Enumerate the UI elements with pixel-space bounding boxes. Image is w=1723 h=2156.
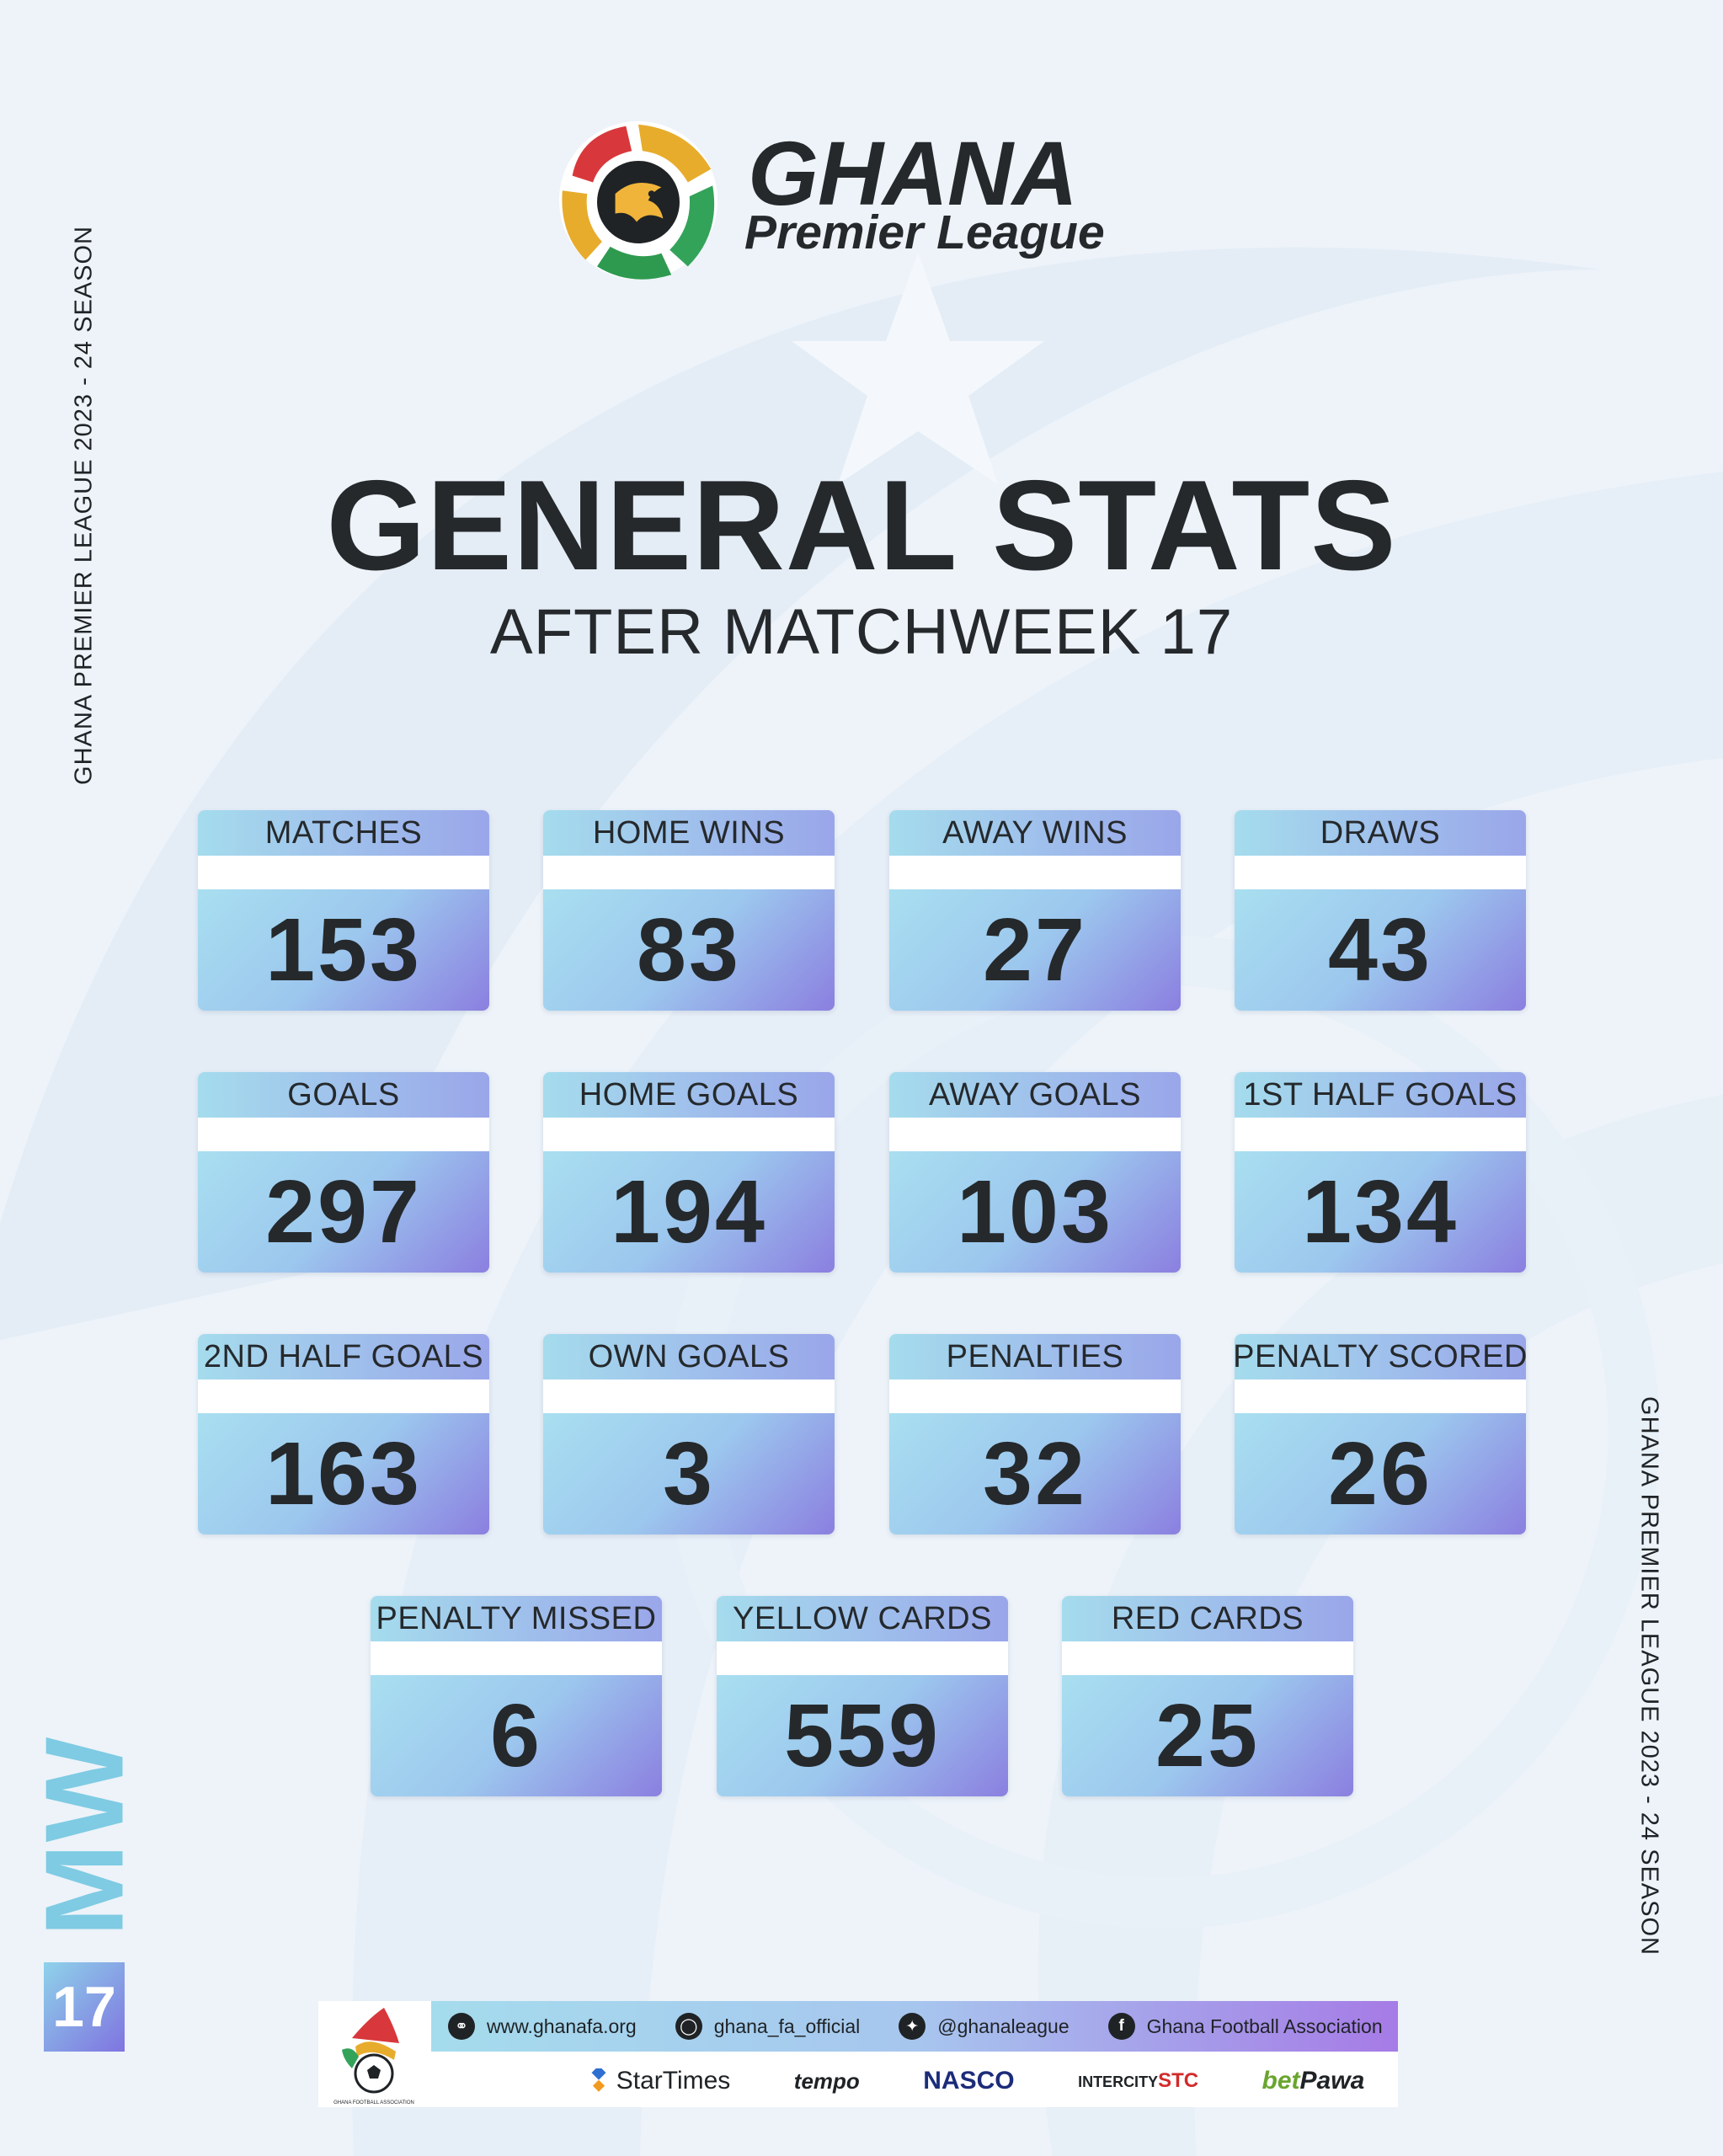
league-ball-logo [558,120,718,280]
social-facebook-text: Ghana Football Association [1146,2015,1383,2037]
globe-icon: ⚭ [448,2013,475,2040]
page-title: GENERAL STATS [326,454,1397,597]
instagram-icon: ◯ [675,2013,702,2040]
social-instagram-text: ghana_fa_official [713,2015,861,2037]
sponsor-startimes: StarTimes [586,2067,731,2095]
startimes-mark-icon [591,2068,606,2092]
social-links-bar: ⚭ www.ghanafa.org ◯ ghana_fa_official ✦ … [431,2001,1398,2052]
sponsor-tempo: tempo [793,2068,860,2094]
sponsor-intercity-stc: INTERCITYSTC [1078,2069,1198,2093]
logo-title-ghana: GHANA [748,122,1078,224]
sponsor-stc-text: STC [1158,2069,1199,2092]
social-twitter[interactable]: ✦ @ghanaleague [899,2013,1070,2040]
social-facebook[interactable]: f Ghana Football Association [1107,2013,1383,2040]
sponsor-stc-prefix: INTERCITY [1078,2073,1159,2090]
facebook-icon: f [1107,2013,1135,2040]
matchweek-badge-number: 17 [44,1962,125,2052]
sponsor-betpawa-pawa: Pawa [1299,2067,1365,2095]
social-website[interactable]: ⚭ www.ghanafa.org [448,2013,637,2040]
matchweek-badge-letters: MW [22,1735,147,1937]
social-instagram[interactable]: ◯ ghana_fa_official [675,2013,861,2040]
logo-title-premier-league: Premier League [744,205,1105,259]
sponsor-startimes-text: StarTimes [616,2067,731,2095]
ghana-fa-crest-icon: GHANA FOOTBALL ASSOCIATION [333,2008,414,2105]
social-website-text: www.ghanafa.org [487,2015,637,2037]
footer-bar: GHANA FOOTBALL ASSOCIATION ⚭ www.ghanafa… [318,2001,1398,2107]
fa-crest-text: GHANA FOOTBALL ASSOCIATION [333,2100,414,2105]
page-subtitle: AFTER MATCHWEEK 17 [489,596,1234,668]
twitter-icon: ✦ [899,2013,926,2040]
social-twitter-text: @ghanaleague [937,2015,1070,2037]
season-side-text-right: GHANA PREMIER LEAGUE 2023 - 24 SEASON [1635,1396,1663,1956]
sponsor-nasco: NASCO [923,2067,1015,2095]
sponsor-betpawa-bet: bet [1262,2067,1300,2095]
sponsor-betpawa: betPawa [1262,2067,1365,2095]
sponsor-logos: StarTimes tempo NASCO INTERCITYSTC betPa… [554,2060,1396,2102]
